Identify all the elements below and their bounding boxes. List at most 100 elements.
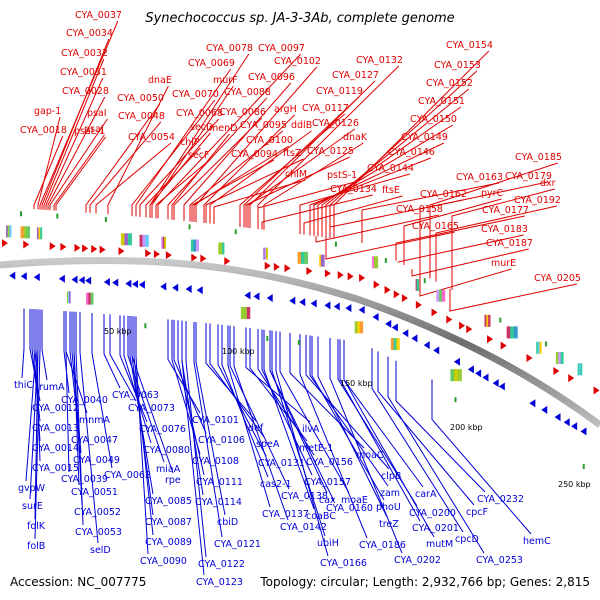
- gene-label-cbiD[interactable]: cbiD: [217, 517, 238, 528]
- gene-label-CYA_0152[interactable]: CYA_0152: [426, 78, 473, 89]
- gene-label-CYA_0187[interactable]: CYA_0187: [486, 238, 533, 249]
- gene-label-CYA_0052[interactable]: CYA_0052: [74, 507, 121, 518]
- gene-label-hemC[interactable]: hemC: [523, 536, 551, 547]
- gene-label-CYA_0013[interactable]: CYA_0013: [32, 423, 79, 434]
- gene-label-surE[interactable]: surE: [22, 501, 43, 512]
- gene-label-psaI[interactable]: psaI: [87, 108, 107, 119]
- gene-label-CYA_0123[interactable]: CYA_0123: [196, 577, 243, 588]
- gene-label-CYA_0037[interactable]: CYA_0037: [75, 10, 122, 21]
- gene-label-CYA_0069[interactable]: CYA_0069: [188, 58, 235, 69]
- gene-label-CYA_0150[interactable]: CYA_0150: [410, 114, 457, 125]
- gene-label-CYA_0202[interactable]: CYA_0202: [394, 555, 441, 566]
- gene-label-CYA_0119[interactable]: CYA_0119: [316, 86, 363, 97]
- gene-label-CYA_0089[interactable]: CYA_0089: [145, 537, 192, 548]
- gene-label-pstS-1[interactable]: pstS-1: [327, 170, 357, 181]
- gene-label-selD[interactable]: selD: [90, 545, 111, 556]
- gene-label-CYA_0070[interactable]: CYA_0070: [172, 89, 219, 100]
- gene-label-CYA_0094[interactable]: CYA_0094: [231, 149, 278, 160]
- gene-label-cpcD[interactable]: cpcD: [455, 534, 479, 545]
- gene-label-moaE[interactable]: moaE: [341, 495, 368, 506]
- gene-label-CYA_0012[interactable]: CYA_0012: [32, 403, 79, 414]
- gene-label-CYA_0040[interactable]: CYA_0040: [61, 395, 108, 406]
- gene-label-CYA_0154[interactable]: CYA_0154: [446, 40, 493, 51]
- gene-label-CYA_0090[interactable]: CYA_0090: [140, 556, 187, 567]
- gene-label-CYA_0087[interactable]: CYA_0087: [145, 517, 192, 528]
- gene-label-CYA_0028[interactable]: CYA_0028: [62, 86, 109, 97]
- gene-label-CYA_0200[interactable]: CYA_0200: [409, 508, 456, 519]
- gene-label-ddlB[interactable]: ddlB: [291, 120, 312, 131]
- gene-label-menD[interactable]: menD: [209, 123, 237, 134]
- gene-label-CYA_0049[interactable]: CYA_0049: [73, 455, 120, 466]
- gene-label-zam[interactable]: zam: [380, 488, 400, 499]
- gene-label-CYA_0146[interactable]: CYA_0146: [388, 147, 435, 158]
- gene-label-CYA_0048[interactable]: CYA_0048: [118, 111, 165, 122]
- gene-label-carA[interactable]: carA: [415, 489, 437, 500]
- gene-label-CYA_0073[interactable]: CYA_0073: [128, 403, 175, 414]
- gene-label-metE-1[interactable]: metE-1: [299, 443, 333, 454]
- gene-label-dnaK[interactable]: dnaK: [343, 132, 368, 143]
- gene-label-CYA_0162[interactable]: CYA_0162: [420, 189, 467, 200]
- gene-label-secD[interactable]: secD: [190, 122, 213, 133]
- gene-label-CYA_0108[interactable]: CYA_0108: [192, 456, 239, 467]
- gene-label-miaA[interactable]: miaA: [156, 464, 181, 475]
- gene-label-secF[interactable]: secF: [188, 150, 209, 161]
- gene-label-CYA_0232[interactable]: CYA_0232: [477, 494, 524, 505]
- gene-label-CYA_0177[interactable]: CYA_0177: [482, 205, 529, 216]
- gene-label-gap-1[interactable]: gap-1: [34, 106, 61, 117]
- gene-label-CYA_0086[interactable]: CYA_0086: [219, 107, 266, 118]
- gene-label-CYA_0095[interactable]: CYA_0095: [240, 120, 287, 131]
- gene-label-psaJ[interactable]: psaJ: [84, 124, 104, 135]
- gene-label-CYA_0144[interactable]: CYA_0144: [367, 163, 414, 174]
- gene-label-CYA_0080[interactable]: CYA_0080: [143, 445, 190, 456]
- gene-label-CYA_0183[interactable]: CYA_0183: [481, 224, 528, 235]
- gene-label-chlP[interactable]: chlP: [180, 137, 200, 148]
- gene-label-dnaE[interactable]: dnaE: [148, 75, 172, 86]
- gene-label-CYA_0132[interactable]: CYA_0132: [356, 55, 403, 66]
- gene-label-CYA_0054[interactable]: CYA_0054: [128, 132, 175, 143]
- gene-label-CYA_0137[interactable]: CYA_0137: [262, 509, 309, 520]
- gene-label-cas2-1[interactable]: cas2-1: [260, 479, 292, 490]
- gene-label-mutM[interactable]: mutM: [426, 539, 453, 550]
- gene-label-CYA_0142[interactable]: CYA_0142: [280, 522, 327, 533]
- gene-label-moaC[interactable]: moaC: [356, 450, 384, 461]
- gene-label-mnmA[interactable]: mnmA: [79, 415, 111, 426]
- gene-label-CYA_0014[interactable]: CYA_0014: [32, 443, 79, 454]
- gene-label-CYA_0126[interactable]: CYA_0126: [312, 118, 359, 129]
- gene-label-CYA_0063[interactable]: CYA_0063: [112, 390, 159, 401]
- gene-label-CYA_0031[interactable]: CYA_0031: [60, 67, 107, 78]
- gene-label-psaL-1[interactable]: psaL-1: [74, 126, 105, 137]
- gene-label-CYA_0100[interactable]: CYA_0100: [246, 135, 293, 146]
- gene-label-CYA_0186[interactable]: CYA_0186: [359, 540, 406, 551]
- gene-label-CYA_0111[interactable]: CYA_0111: [196, 477, 243, 488]
- gene-label-CYA_0166[interactable]: CYA_0166: [320, 558, 367, 569]
- gene-label-CYA_0032[interactable]: CYA_0032: [61, 48, 108, 59]
- gene-label-CYA_0157[interactable]: CYA_0157: [304, 477, 351, 488]
- gene-label-dxr[interactable]: dxr: [540, 178, 556, 189]
- gene-label-CYA_0179[interactable]: CYA_0179: [505, 171, 552, 182]
- gene-label-CYA_0039[interactable]: CYA_0039: [61, 474, 108, 485]
- gene-label-CYA_0101[interactable]: CYA_0101: [192, 415, 239, 426]
- gene-label-cax[interactable]: cax: [319, 495, 336, 506]
- gene-label-CYA_0050[interactable]: CYA_0050: [117, 93, 164, 104]
- gene-label-CYA_0185[interactable]: CYA_0185: [515, 152, 562, 163]
- gene-label-chlM[interactable]: chlM: [285, 169, 307, 180]
- gene-label-cpcF[interactable]: cpcF: [466, 507, 488, 518]
- gene-label-ubiH[interactable]: ubiH: [317, 538, 339, 549]
- gene-label-CYA_0034[interactable]: CYA_0034: [66, 28, 113, 39]
- gene-label-CYA_0151[interactable]: CYA_0151: [418, 96, 465, 107]
- gene-label-argH[interactable]: argH: [274, 104, 297, 115]
- gene-label-ftsZ[interactable]: ftsZ: [283, 148, 302, 159]
- gene-label-CYA_0015[interactable]: CYA_0015: [32, 463, 79, 474]
- gene-label-CYA_0068[interactable]: CYA_0068: [176, 108, 223, 119]
- gene-label-CYA_0205[interactable]: CYA_0205: [534, 273, 581, 284]
- gene-label-CYA_0114[interactable]: CYA_0114: [195, 497, 242, 508]
- gene-label-treZ[interactable]: treZ: [379, 519, 399, 530]
- gene-label-CYA_0096[interactable]: CYA_0096: [248, 72, 295, 83]
- gene-label-gvpW[interactable]: gvpW: [18, 483, 46, 494]
- gene-label-pyrC[interactable]: pyrC: [481, 188, 504, 199]
- gene-label-clpB[interactable]: clpB: [381, 471, 401, 482]
- gene-label-CYA_0127[interactable]: CYA_0127: [332, 70, 379, 81]
- gene-label-CYA_0053[interactable]: CYA_0053: [75, 527, 122, 538]
- gene-label-CYA_0051[interactable]: CYA_0051: [71, 487, 118, 498]
- gene-label-CYA_0085[interactable]: CYA_0085: [145, 496, 192, 507]
